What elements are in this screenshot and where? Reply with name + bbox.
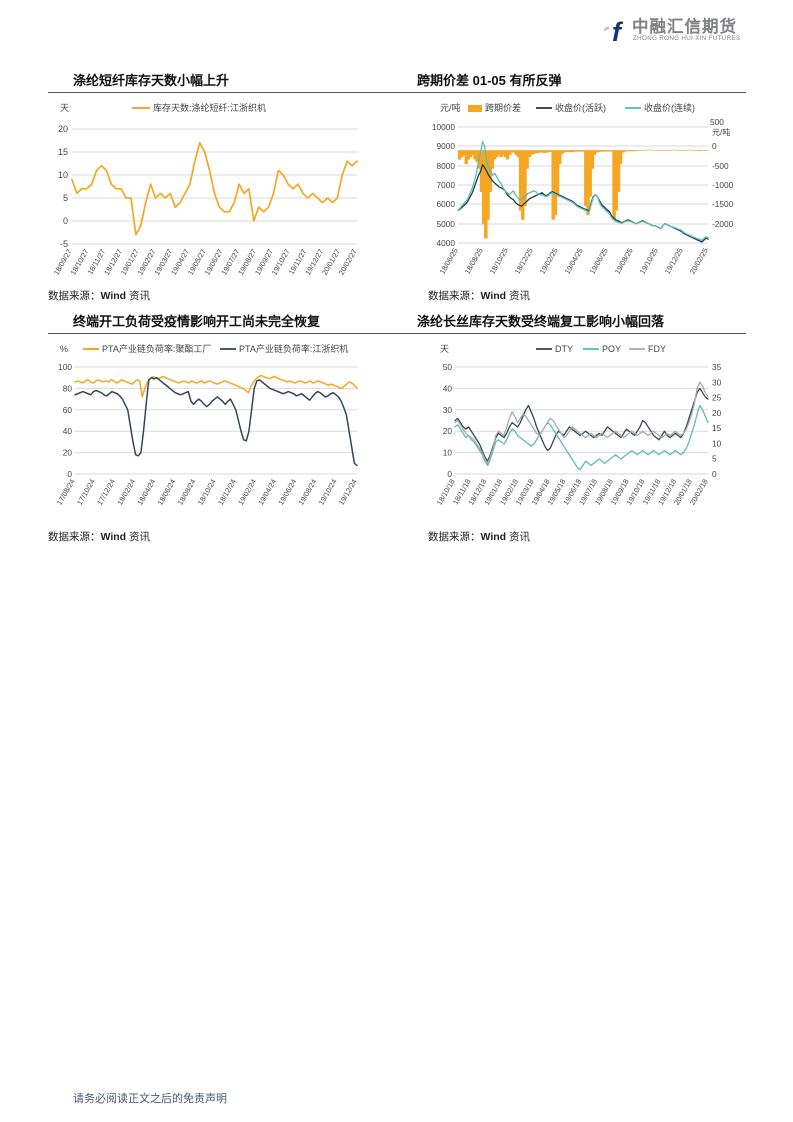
svg-text:35: 35 — [712, 362, 722, 372]
svg-text:FDY: FDY — [648, 344, 666, 354]
svg-text:10000: 10000 — [432, 122, 455, 132]
svg-text:0: 0 — [712, 141, 717, 151]
svg-text:19/02/24: 19/02/24 — [236, 478, 258, 507]
svg-text:10: 10 — [712, 438, 722, 448]
svg-text:%: % — [60, 344, 68, 354]
svg-text:50: 50 — [443, 362, 453, 372]
svg-text:20: 20 — [63, 448, 73, 458]
svg-text:元/吨: 元/吨 — [440, 102, 461, 113]
svg-text:20: 20 — [712, 408, 722, 418]
svg-text:5000: 5000 — [437, 219, 456, 229]
svg-text:-500: -500 — [712, 161, 729, 171]
svg-text:f: f — [612, 17, 624, 47]
svg-text:18/10/24: 18/10/24 — [196, 478, 218, 507]
svg-text:60: 60 — [63, 405, 73, 415]
svg-text:19/06/24: 19/06/24 — [276, 478, 298, 507]
svg-text:30: 30 — [443, 405, 453, 415]
svg-text:19/04/25: 19/04/25 — [563, 247, 585, 276]
svg-text:500: 500 — [710, 117, 724, 127]
svg-text:-5: -5 — [60, 239, 68, 249]
svg-text:19/08/25: 19/08/25 — [613, 247, 635, 276]
svg-text:18/04/24: 18/04/24 — [135, 478, 157, 507]
svg-text:7000: 7000 — [437, 180, 456, 190]
svg-text:19/10/24: 19/10/24 — [317, 478, 339, 507]
svg-text:18/08/24: 18/08/24 — [176, 478, 198, 507]
svg-text:5: 5 — [712, 454, 717, 464]
svg-text:40: 40 — [443, 383, 453, 393]
svg-text:库存天数:涤纶短纤:江浙织机: 库存天数:涤纶短纤:江浙织机 — [153, 102, 266, 113]
svg-text:25: 25 — [712, 393, 722, 403]
svg-text:-2000: -2000 — [712, 219, 734, 229]
svg-text:30: 30 — [712, 377, 722, 387]
svg-text:15: 15 — [58, 147, 68, 157]
svg-text:17/10/24: 17/10/24 — [75, 478, 97, 507]
svg-text:19/12/24: 19/12/24 — [337, 478, 359, 507]
svg-text:5: 5 — [63, 193, 68, 203]
svg-text:PTA产业链负荷率:江浙织机: PTA产业链负荷率:江浙织机 — [239, 343, 348, 354]
svg-text:19/06/25: 19/06/25 — [588, 247, 610, 276]
svg-text:19/04/24: 19/04/24 — [256, 478, 278, 507]
svg-text:18/12/25: 18/12/25 — [513, 247, 535, 276]
svg-text:20/02/25: 20/02/25 — [688, 247, 710, 276]
svg-text:-1000: -1000 — [712, 180, 734, 190]
svg-text:跨期价差: 跨期价差 — [485, 102, 521, 113]
svg-text:10: 10 — [443, 448, 453, 458]
svg-text:100: 100 — [58, 362, 72, 372]
svg-text:6000: 6000 — [437, 199, 456, 209]
svg-text:40: 40 — [63, 426, 73, 436]
svg-text:POY: POY — [602, 344, 621, 354]
svg-text:0: 0 — [712, 469, 717, 479]
svg-text:19/10/25: 19/10/25 — [638, 247, 660, 276]
svg-text:19/02/25: 19/02/25 — [538, 247, 560, 276]
svg-text:8000: 8000 — [437, 161, 456, 171]
svg-text:天: 天 — [440, 344, 449, 354]
svg-text:20: 20 — [58, 124, 68, 134]
svg-text:19/08/24: 19/08/24 — [296, 478, 318, 507]
svg-text:15: 15 — [712, 423, 722, 433]
svg-text:18/06/25: 18/06/25 — [438, 247, 460, 276]
svg-text:18/12/24: 18/12/24 — [216, 478, 238, 507]
svg-text:17/08/24: 17/08/24 — [55, 478, 77, 507]
svg-text:18/10/25: 18/10/25 — [488, 247, 510, 276]
svg-text:PTA产业链负荷率:聚酯工厂: PTA产业链负荷率:聚酯工厂 — [102, 343, 211, 354]
svg-text:17/12/24: 17/12/24 — [95, 478, 117, 507]
svg-text:收盘价(连续): 收盘价(连续) — [644, 102, 695, 113]
svg-text:18/06/24: 18/06/24 — [155, 478, 177, 507]
svg-text:18/02/24: 18/02/24 — [115, 478, 137, 507]
svg-text:元/吨: 元/吨 — [712, 127, 730, 137]
svg-text:收盘价(活跃): 收盘价(活跃) — [555, 102, 606, 113]
svg-text:zr: zr — [604, 17, 610, 47]
svg-text:19/12/25: 19/12/25 — [663, 247, 685, 276]
svg-text:DTY: DTY — [555, 344, 573, 354]
svg-text:-1500: -1500 — [712, 199, 734, 209]
svg-text:0: 0 — [63, 216, 68, 226]
svg-text:9000: 9000 — [437, 141, 456, 151]
svg-text:4000: 4000 — [437, 238, 456, 248]
svg-text:天: 天 — [60, 103, 69, 113]
svg-text:18/08/25: 18/08/25 — [463, 247, 485, 276]
svg-text:20: 20 — [443, 426, 453, 436]
svg-text:10: 10 — [58, 170, 68, 180]
svg-text:80: 80 — [63, 383, 73, 393]
